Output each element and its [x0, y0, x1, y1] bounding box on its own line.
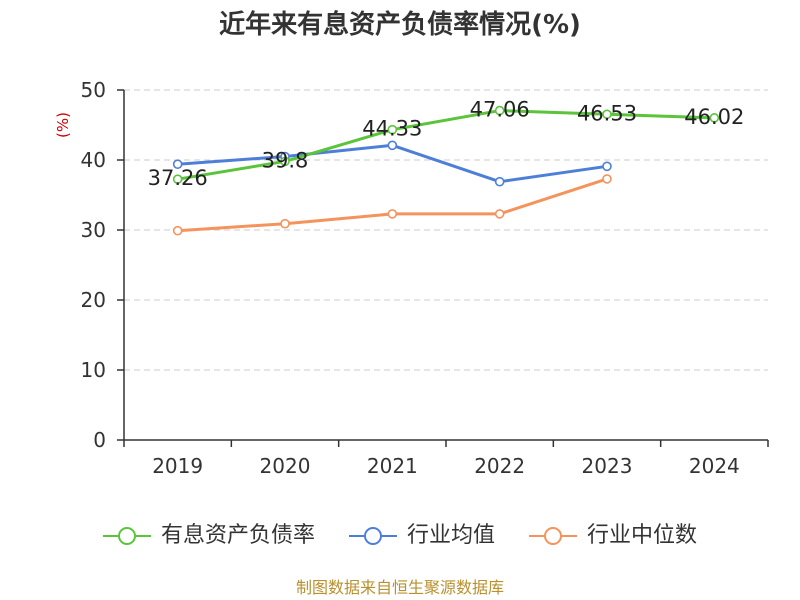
- data-point[interactable]: [494, 176, 505, 187]
- x-tick-label: 2021: [367, 454, 418, 478]
- x-tick-label: 2023: [582, 454, 633, 478]
- data-point[interactable]: [602, 109, 612, 120]
- data-point[interactable]: [387, 140, 398, 151]
- legend-line-circle-icon: [348, 527, 397, 545]
- series-line-1: [176, 143, 609, 184]
- data-point[interactable]: [387, 124, 398, 135]
- legend-line-circle-icon: [529, 527, 577, 545]
- data-point[interactable]: [602, 161, 612, 172]
- data-label: 46.53: [577, 101, 637, 125]
- data-label: 44.33: [362, 117, 422, 141]
- y-tick-label: 10: [81, 358, 106, 382]
- data-point[interactable]: [494, 105, 505, 116]
- data-labels: 37.26 39.8 44.33 47.06 46.53 46.02: [148, 98, 745, 191]
- axes: 0 10 20 30 40 50 (%) 2019 2020 2021 2022 2023 2024: [54, 78, 769, 478]
- data-point[interactable]: [602, 174, 612, 184]
- data-label: 39.8: [262, 148, 309, 172]
- data-point[interactable]: [280, 156, 290, 167]
- legend-label: 行业中位数: [587, 523, 698, 548]
- data-point[interactable]: [172, 225, 183, 236]
- legend-label: 有息资产负债率: [160, 523, 315, 548]
- data-label: 46.02: [684, 105, 744, 129]
- x-tick-label: 2022: [474, 454, 525, 478]
- x-tick-label: 2020: [260, 454, 311, 478]
- y-axis-title: (%): [54, 112, 72, 138]
- data-point[interactable]: [280, 218, 290, 229]
- data-point[interactable]: [494, 209, 505, 219]
- data-point[interactable]: [387, 209, 398, 219]
- x-tick-label: 2024: [689, 454, 740, 478]
- x-tick-label: 2019: [152, 454, 203, 478]
- legend-item-interest-bearing-ratio[interactable]: 有息资产负债率: [102, 520, 315, 552]
- legend: 有息资产负债率 行业均值 行业中位数: [0, 520, 800, 552]
- series: [172, 105, 720, 236]
- gridlines: [124, 89, 768, 371]
- legend-item-industry-mean[interactable]: 行业均值: [348, 520, 495, 552]
- legend-label: 行业均值: [406, 523, 495, 548]
- y-tick-label: 0: [93, 428, 106, 452]
- data-point[interactable]: [172, 159, 183, 169]
- y-tick-label: 20: [81, 288, 106, 312]
- data-point[interactable]: [172, 174, 183, 184]
- series-line-0: [176, 109, 716, 181]
- data-label: 47.06: [470, 98, 530, 122]
- chart-title: 近年来有息资产负债率情况(%): [219, 10, 581, 40]
- y-tick-label: 30: [81, 218, 106, 242]
- data-point[interactable]: [709, 113, 720, 123]
- line-chart: 0 10 20 30 40 50 (%) 2019 2020 2021 2022 2023 2024 3…: [54, 78, 769, 478]
- legend-line-circle-icon: [102, 527, 151, 545]
- y-tick-label: 50: [81, 78, 106, 102]
- data-source-note: 制图数据来自恒生聚源数据库: [295, 578, 504, 597]
- series-line-2: [176, 177, 609, 233]
- y-tick-label: 40: [81, 148, 106, 172]
- legend-item-industry-median[interactable]: 行业中位数: [529, 520, 697, 552]
- data-label: 37.26: [148, 166, 208, 190]
